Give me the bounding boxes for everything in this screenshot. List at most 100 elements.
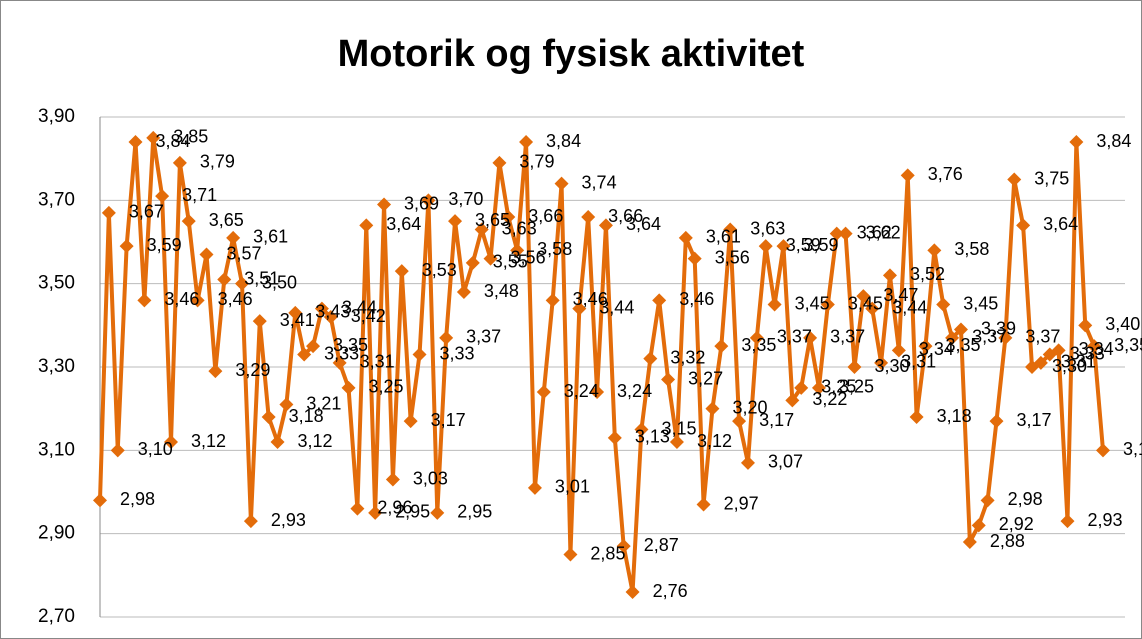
marker: [1087, 339, 1102, 354]
data-label: 3,76: [928, 164, 963, 184]
data-label: 3,25: [369, 377, 404, 397]
data-label: 2,85: [590, 543, 625, 563]
marker: [661, 372, 676, 387]
data-label: 3,42: [351, 306, 386, 326]
marker: [350, 501, 365, 516]
data-label: 2,92: [999, 514, 1034, 534]
y-tick-label: 3,10: [38, 439, 75, 460]
marker: [430, 505, 445, 520]
data-label: 3,30: [874, 356, 909, 376]
marker: [270, 435, 285, 449]
marker: [536, 385, 551, 399]
marker: [110, 443, 125, 458]
marker: [421, 193, 436, 208]
data-label: 3,37: [777, 327, 812, 347]
marker: [749, 330, 764, 345]
marker: [927, 243, 942, 258]
data-label: 3,33: [1070, 343, 1105, 363]
marker: [563, 547, 578, 562]
data-label: 3,37: [972, 327, 1007, 347]
data-label: 3,12: [298, 431, 333, 451]
data-label: 3,45: [848, 293, 883, 313]
data-label: 3,71: [182, 185, 217, 205]
marker: [128, 135, 143, 149]
y-tick-label: 3,90: [38, 106, 75, 127]
data-label: 3,44: [342, 297, 377, 317]
data-label: 3,46: [164, 289, 199, 309]
marker: [545, 293, 560, 308]
y-tick-label: 2,70: [38, 606, 75, 627]
data-label: 3,63: [502, 218, 537, 238]
y-tick-label: 3,50: [38, 273, 75, 294]
data-label: 3,59: [147, 235, 182, 255]
chart-title: Motorik og fysisk aktivitet: [338, 33, 805, 75]
marker: [323, 310, 338, 324]
marker: [368, 505, 383, 520]
data-label: 3,45: [963, 293, 998, 313]
data-label: 3,67: [129, 202, 164, 222]
data-label: 3,43: [315, 302, 350, 322]
marker: [847, 360, 862, 374]
data-label: 3,25: [839, 377, 874, 397]
marker: [962, 535, 977, 549]
marker: [385, 472, 400, 487]
data-label: 3,62: [866, 222, 901, 242]
marker: [172, 155, 187, 170]
marker: [279, 397, 294, 412]
data-label: 3,45: [795, 293, 830, 313]
marker: [403, 414, 418, 429]
marker: [758, 239, 773, 254]
marker: [1078, 318, 1093, 333]
marker: [527, 480, 542, 495]
marker: [93, 493, 107, 508]
data-label: 3,44: [892, 297, 927, 317]
data-label: 3,53: [422, 260, 457, 280]
data-label: 3,13: [635, 427, 670, 447]
marker: [448, 214, 463, 229]
data-label: 3,37: [466, 327, 501, 347]
marker: [199, 247, 214, 262]
data-label: 3,17: [1016, 410, 1051, 430]
marker: [261, 410, 276, 424]
marker: [998, 330, 1013, 345]
data-label: 3,18: [289, 406, 324, 426]
data-label: 3,21: [306, 393, 341, 413]
data-label: 3,62: [857, 222, 892, 242]
marker: [465, 255, 480, 270]
data-label: 2,93: [1087, 510, 1122, 530]
data-label: 3,66: [528, 206, 563, 226]
marker: [190, 293, 205, 308]
data-label: 3,35: [333, 335, 368, 355]
data-label: 3,18: [937, 406, 972, 426]
marker: [874, 355, 889, 370]
data-label: 3,58: [537, 239, 572, 259]
data-label: 3,79: [200, 152, 235, 172]
data-label: 3,01: [555, 477, 590, 497]
marker: [856, 289, 871, 304]
data-label: 3,59: [803, 235, 838, 255]
marker: [554, 176, 569, 191]
data-label: 3,55: [493, 252, 528, 272]
marker: [119, 239, 134, 254]
marker: [598, 218, 613, 233]
data-label: 3,33: [440, 343, 475, 363]
marker: [394, 264, 409, 279]
data-label: 3,34: [919, 339, 954, 359]
marker: [669, 435, 684, 449]
data-label: 3,17: [759, 410, 794, 430]
marker: [590, 385, 605, 399]
marker: [794, 380, 809, 395]
marker: [474, 222, 489, 237]
data-label: 3,33: [324, 343, 359, 363]
marker: [776, 239, 791, 254]
marker: [1051, 343, 1066, 358]
marker: [607, 430, 622, 445]
marker: [723, 222, 738, 237]
data-label: 3,46: [218, 289, 253, 309]
marker: [696, 497, 711, 512]
data-label: 3,52: [910, 264, 945, 284]
data-label: 3,03: [413, 468, 448, 488]
data-label: 3,66: [608, 206, 643, 226]
